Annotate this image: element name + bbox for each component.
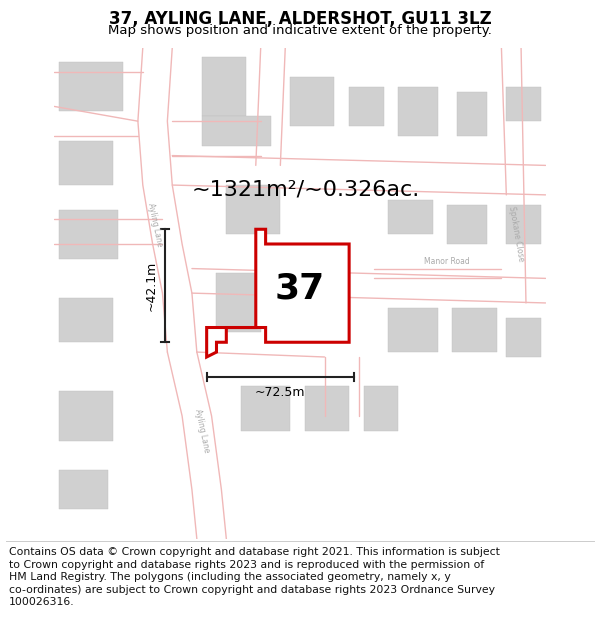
Bar [388, 200, 433, 234]
Text: 37, AYLING LANE, ALDERSHOT, GU11 3LZ: 37, AYLING LANE, ALDERSHOT, GU11 3LZ [109, 11, 491, 29]
Bar [241, 386, 290, 431]
Bar [59, 470, 109, 509]
Text: Spokane Close: Spokane Close [507, 206, 526, 262]
Bar [202, 116, 271, 146]
Bar [59, 62, 123, 111]
Text: ~42.1m: ~42.1m [145, 261, 158, 311]
Bar [452, 308, 497, 352]
Bar [202, 58, 246, 116]
Text: Map shows position and indicative extent of the property.: Map shows position and indicative extent… [108, 24, 492, 37]
Bar [290, 77, 334, 126]
Bar [59, 209, 118, 259]
Bar [59, 391, 113, 441]
Text: 37: 37 [275, 271, 325, 305]
Polygon shape [206, 229, 349, 357]
Text: Ayling Lane: Ayling Lane [193, 408, 211, 453]
Text: Contains OS data © Crown copyright and database right 2021. This information is : Contains OS data © Crown copyright and d… [9, 548, 500, 607]
Bar [226, 185, 280, 234]
Bar [506, 318, 541, 357]
Bar [506, 87, 541, 121]
Bar [59, 141, 113, 185]
Bar [349, 87, 383, 126]
Bar [59, 298, 113, 343]
Bar [388, 308, 437, 352]
Bar [457, 92, 487, 136]
Text: ~72.5m: ~72.5m [255, 386, 305, 399]
Bar [448, 205, 487, 244]
Bar [305, 386, 349, 431]
Bar [364, 386, 398, 431]
Text: Ayling Lane: Ayling Lane [146, 202, 164, 247]
Text: Manor Road: Manor Road [425, 257, 470, 266]
Bar [398, 87, 437, 136]
Text: ~1321m²/~0.326ac.: ~1321m²/~0.326ac. [192, 180, 420, 200]
Bar [217, 274, 260, 332]
Bar [506, 205, 541, 244]
